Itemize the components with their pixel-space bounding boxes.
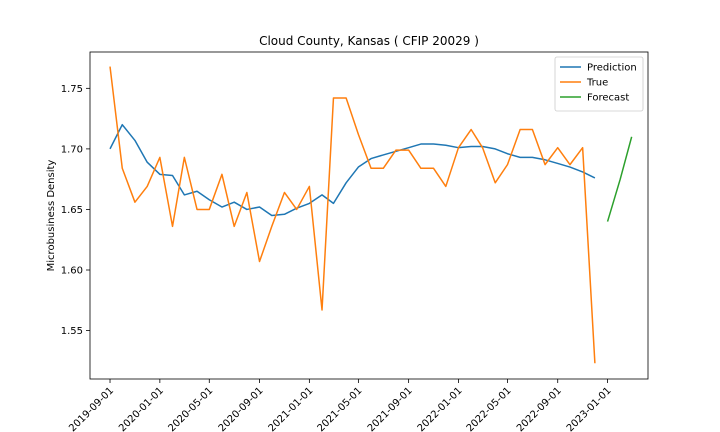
legend-label-true: True (586, 78, 608, 89)
y-tick-label: 1.70 (61, 144, 83, 155)
y-tick-label: 1.55 (61, 326, 83, 337)
legend-label-forecast: Forecast (587, 93, 629, 104)
y-tick-label: 1.75 (61, 84, 83, 95)
y-axis-label: Microbusiness Density (46, 160, 57, 272)
y-tick-label: 1.60 (61, 266, 83, 277)
chart-title: Cloud County, Kansas ( CFIP 20029 ) (259, 34, 479, 48)
series-line-prediction (109, 123, 596, 217)
legend: Prediction True Forecast (554, 56, 644, 112)
y-axis: 1.55 1.60 1.65 1.70 1.75 (61, 84, 90, 337)
y-tick-label: 1.65 (61, 205, 83, 216)
series-group (109, 66, 633, 364)
series-line-forecast (606, 136, 633, 222)
plot-frame (89, 51, 649, 380)
series-line-true (109, 66, 596, 364)
legend-label-prediction: Prediction (587, 63, 637, 74)
